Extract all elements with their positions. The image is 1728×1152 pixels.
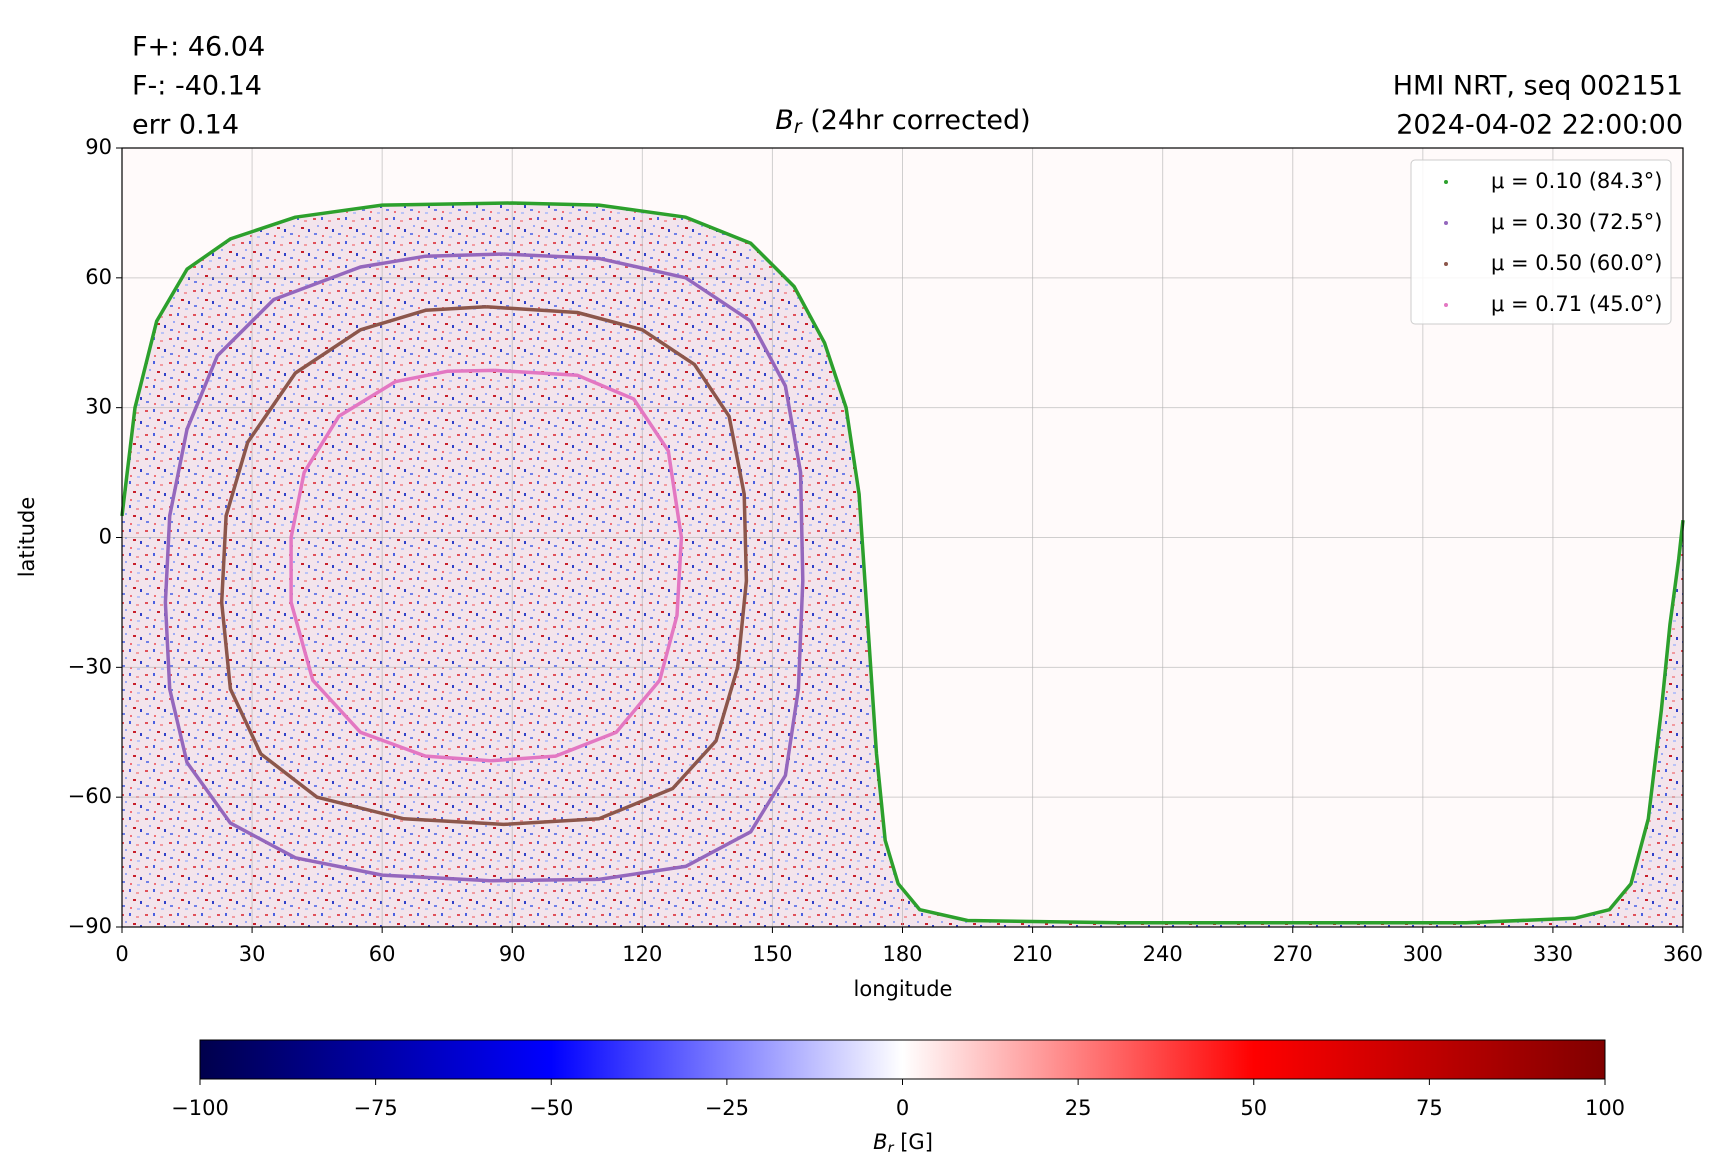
colorbar-tick-label: 25 — [1065, 1096, 1092, 1120]
instrument: HMI NRT, seq 002151 — [1393, 71, 1683, 102]
legend-label: μ = 0.10 (84.3°) — [1491, 169, 1662, 193]
x-tick-label: 180 — [882, 942, 922, 966]
contour-line — [289, 368, 684, 763]
x-tick-label: 240 — [1143, 942, 1183, 966]
chart-title: Br (24hr corrected) — [775, 105, 1030, 138]
legend-marker — [1444, 303, 1448, 307]
x-tick-label: 330 — [1533, 942, 1573, 966]
y-tick-label: −90 — [68, 914, 112, 938]
legend-label: μ = 0.30 (72.5°) — [1491, 210, 1662, 234]
colorbar-tick-label: 50 — [1240, 1096, 1267, 1120]
x-tick-label: 30 — [239, 942, 266, 966]
colorbar-tick-label: −100 — [171, 1096, 229, 1120]
flux-minus: F-: -40.14 — [132, 71, 262, 102]
legend-label: μ = 0.71 (45.0°) — [1491, 292, 1662, 316]
y-tick-label: −30 — [68, 654, 112, 678]
colorbar-tick-label: −25 — [705, 1096, 749, 1120]
legend-box — [1410, 159, 1672, 325]
x-tick-label: 120 — [622, 942, 662, 966]
legend-label: μ = 0.50 (60.0°) — [1491, 251, 1662, 275]
x-tick-label: 270 — [1273, 942, 1313, 966]
colorbar — [199, 1039, 1606, 1080]
y-axis-label: latitude — [15, 497, 39, 578]
legend-marker — [1444, 180, 1448, 184]
flux-plus: F+: 46.04 — [132, 32, 265, 63]
timestamp: 2024-04-02 22:00:00 — [1396, 110, 1683, 141]
x-tick-label: 0 — [115, 942, 128, 966]
legend-marker — [1444, 262, 1448, 266]
x-tick-label: 60 — [369, 942, 396, 966]
legend-marker — [1444, 221, 1448, 225]
plot-frame — [121, 147, 1684, 928]
colorbar-label: Br [G] — [873, 1130, 933, 1152]
y-tick-label: 90 — [85, 135, 112, 159]
y-tick-label: 0 — [99, 525, 112, 549]
x-tick-label: 90 — [499, 942, 526, 966]
colorbar-tick-label: 100 — [1585, 1096, 1625, 1120]
colorbar-tick-label: −50 — [529, 1096, 573, 1120]
contour-line — [120, 201, 1685, 925]
y-tick-label: 60 — [85, 265, 112, 289]
x-tick-label: 150 — [752, 942, 792, 966]
colorbar-tick-label: 75 — [1416, 1096, 1443, 1120]
colorbar-tick-label: −75 — [353, 1096, 397, 1120]
colorbar-tick-label: 0 — [896, 1096, 909, 1120]
x-tick-label: 300 — [1403, 942, 1443, 966]
x-tick-label: 360 — [1663, 942, 1703, 966]
contour-line — [163, 252, 805, 883]
x-tick-label: 210 — [1013, 942, 1053, 966]
x-axis-label: longitude — [854, 977, 953, 1001]
y-tick-label: −60 — [68, 784, 112, 808]
error: err 0.14 — [132, 110, 239, 141]
y-tick-label: 30 — [85, 395, 112, 419]
contour-line — [219, 305, 749, 827]
